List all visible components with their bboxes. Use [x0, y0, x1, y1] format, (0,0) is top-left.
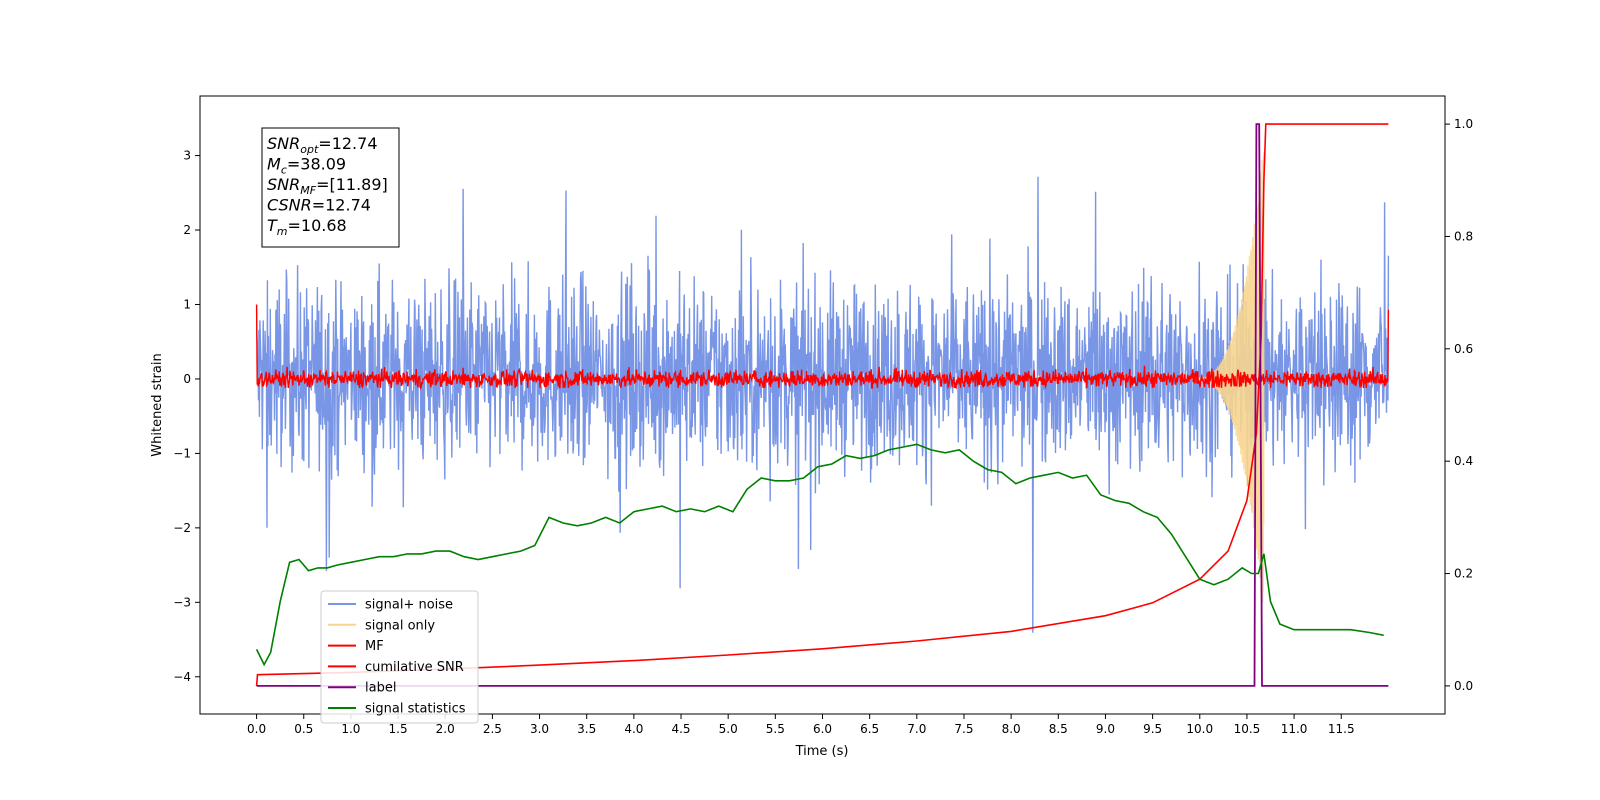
x-tick-label: 9.5 [1143, 722, 1162, 736]
y2-tick-label: 1.0 [1454, 117, 1473, 131]
annotation-line: CSNR=12.74 [267, 196, 371, 215]
x-tick-label: 6.0 [813, 722, 832, 736]
x-tick-label: 4.0 [624, 722, 643, 736]
legend-label: MF [365, 639, 384, 654]
series-signal-only-line [1190, 152, 1265, 603]
x-tick-label: 10.5 [1234, 722, 1261, 736]
y-axis-label: Whitened strain [150, 353, 165, 456]
x-tick-label: 8.5 [1049, 722, 1068, 736]
y-tick-label: −1 [173, 446, 191, 460]
y-tick-label: 1 [183, 297, 191, 311]
y-tick-label: −2 [173, 521, 191, 535]
y2-tick-label: 0.6 [1454, 342, 1473, 356]
x-tick-label: 6.5 [860, 722, 879, 736]
x-tick-label: 0.5 [294, 722, 313, 736]
legend-label: signal+ noise [365, 598, 453, 613]
x-tick-label: 5.0 [719, 722, 738, 736]
x-tick-label: 1.5 [389, 722, 408, 736]
x-tick-label: 5.5 [766, 722, 785, 736]
legend-label: signal statistics [365, 702, 466, 717]
y-axis-left: 3 2 1 0 −1 −2 −3 −4 [173, 149, 200, 684]
x-tick-label: 2.0 [436, 722, 455, 736]
series-label-line [256, 123, 1389, 687]
y-tick-label: −4 [173, 670, 191, 684]
y-axis-right: 1.0 0.8 0.6 0.4 0.2 0.0 [1445, 117, 1473, 693]
legend-label: cumilative SNR [365, 660, 464, 675]
annotation-line: SNRopt=12.74 [267, 134, 378, 156]
x-tick-label: 3.0 [530, 722, 549, 736]
x-axis-label: Time (s) [795, 744, 849, 759]
x-tick-label: 11.0 [1281, 722, 1308, 736]
annotation-line: Mc=38.09 [267, 155, 346, 177]
x-tick-label: 3.5 [577, 722, 596, 736]
x-tick-label: 7.5 [954, 722, 973, 736]
x-tick-label: 11.5 [1328, 722, 1355, 736]
y-tick-label: 2 [183, 223, 191, 237]
x-tick-label: 1.0 [341, 722, 360, 736]
y-tick-label: −3 [173, 595, 191, 609]
y2-tick-label: 0.0 [1454, 679, 1473, 693]
annotation-line: SNRMF=[11.89] [267, 175, 388, 197]
annotation-line: Tm=10.68 [267, 216, 347, 238]
series-signal-statistics-line [255, 443, 1384, 667]
x-tick-label: 9.0 [1096, 722, 1115, 736]
y-tick-label: 0 [183, 372, 191, 386]
y-tick-label: 3 [183, 149, 191, 163]
legend-items: signal+ noise signal only MF cumilative SNR… [328, 598, 466, 717]
legend: signal+ noise signal only MF cumilative SNR… [320, 590, 479, 724]
x-axis: 0.0 0.5 1.0 1.5 2.0 2.5 3.0 3.5 4.0 4.5 5.0 5.5 6.0 6… [247, 714, 1355, 736]
y2-tick-label: 0.8 [1454, 229, 1473, 243]
series-mf-line [255, 304, 1390, 391]
legend-frame [320, 590, 479, 724]
annotation-lines: SNRopt=12.74Mc=38.09SNRMF=[11.89]CSNR=12… [267, 134, 388, 238]
y2-tick-label: 0.4 [1454, 454, 1473, 468]
x-tick-label: 4.5 [671, 722, 690, 736]
y2-tick-label: 0.2 [1454, 567, 1473, 581]
legend-label: label [365, 681, 396, 696]
x-tick-label: 0.0 [247, 722, 266, 736]
annotation-box: SNRopt=12.74Mc=38.09SNRMF=[11.89]CSNR=12… [261, 127, 400, 248]
annotation-frame [261, 127, 400, 248]
x-tick-label: 8.0 [1002, 722, 1021, 736]
legend-label: signal only [365, 618, 435, 633]
x-tick-label: 2.5 [483, 722, 502, 736]
x-tick-label: 10.0 [1186, 722, 1213, 736]
x-tick-label: 7.0 [907, 722, 926, 736]
